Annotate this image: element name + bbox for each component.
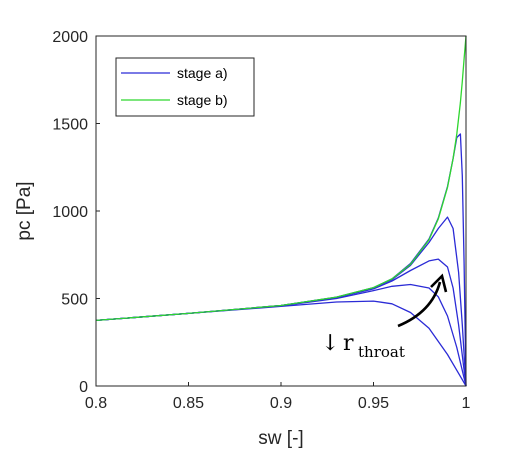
x-tick-label: 0.95: [358, 395, 389, 412]
annotation-r: r: [343, 331, 354, 356]
y-tick-label: 2000: [52, 29, 88, 46]
legend-box: [115, 57, 255, 117]
annotation-arrow-curve: [397, 281, 442, 328]
x-axis-title: sw [-]: [258, 428, 303, 449]
x-tick-label: 0.9: [270, 395, 292, 412]
x-tick-label: 0.85: [173, 395, 204, 412]
y-tick-label: 0: [79, 379, 88, 396]
y-tick-label: 500: [61, 292, 88, 309]
annotation-down-arrow: ↓: [321, 331, 339, 356]
legend-label-stage-b: stage b): [177, 92, 228, 108]
series-layer: [95, 35, 467, 387]
x-tick-label: 1: [462, 395, 471, 412]
annotation-subscript: throat: [358, 343, 405, 361]
x-tick-label: 0.8: [85, 395, 107, 412]
y-tick-label: 1000: [52, 204, 88, 221]
legend: stage a) stage b): [115, 57, 255, 117]
y-axis-title: pc [Pa]: [14, 181, 35, 240]
annotation: ↓ r throat: [321, 273, 448, 361]
legend-label-stage-a: stage a): [177, 65, 228, 81]
ticks-layer: 0.8 0.85 0.9 0.95 1 0 500 1000 1500 2000: [52, 29, 470, 412]
annotation-arrowhead: [430, 273, 448, 293]
y-tick-label: 1500: [52, 117, 88, 134]
series-stage-b-curve-1: [95, 35, 467, 322]
